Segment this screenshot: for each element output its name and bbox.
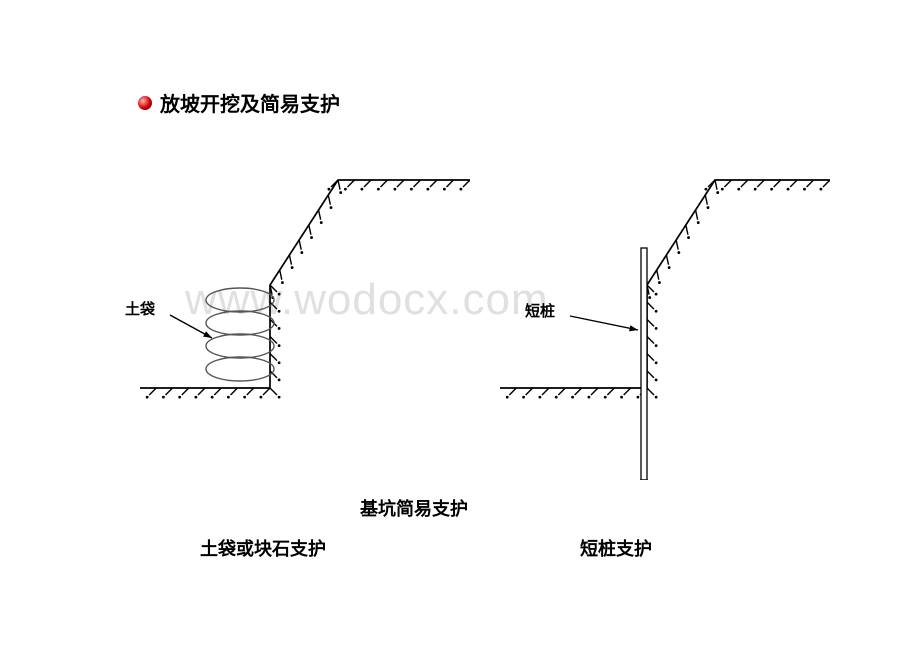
bullet-icon xyxy=(138,96,152,110)
diagram-sandbag-support xyxy=(140,160,470,480)
page-canvas: 放坡开挖及简易支护 www.wodocx.com 土袋 短桩 基坑简易支护 土袋… xyxy=(0,0,920,651)
label-short-pile: 短桩 xyxy=(525,300,555,321)
section-heading: 放坡开挖及简易支护 xyxy=(138,88,340,117)
caption-main: 基坑简易支护 xyxy=(360,495,468,521)
caption-right: 短桩支护 xyxy=(580,535,652,561)
label-sandbag: 土袋 xyxy=(125,298,155,319)
caption-left: 土袋或块石支护 xyxy=(200,535,326,561)
heading-text: 放坡开挖及简易支护 xyxy=(160,88,340,117)
